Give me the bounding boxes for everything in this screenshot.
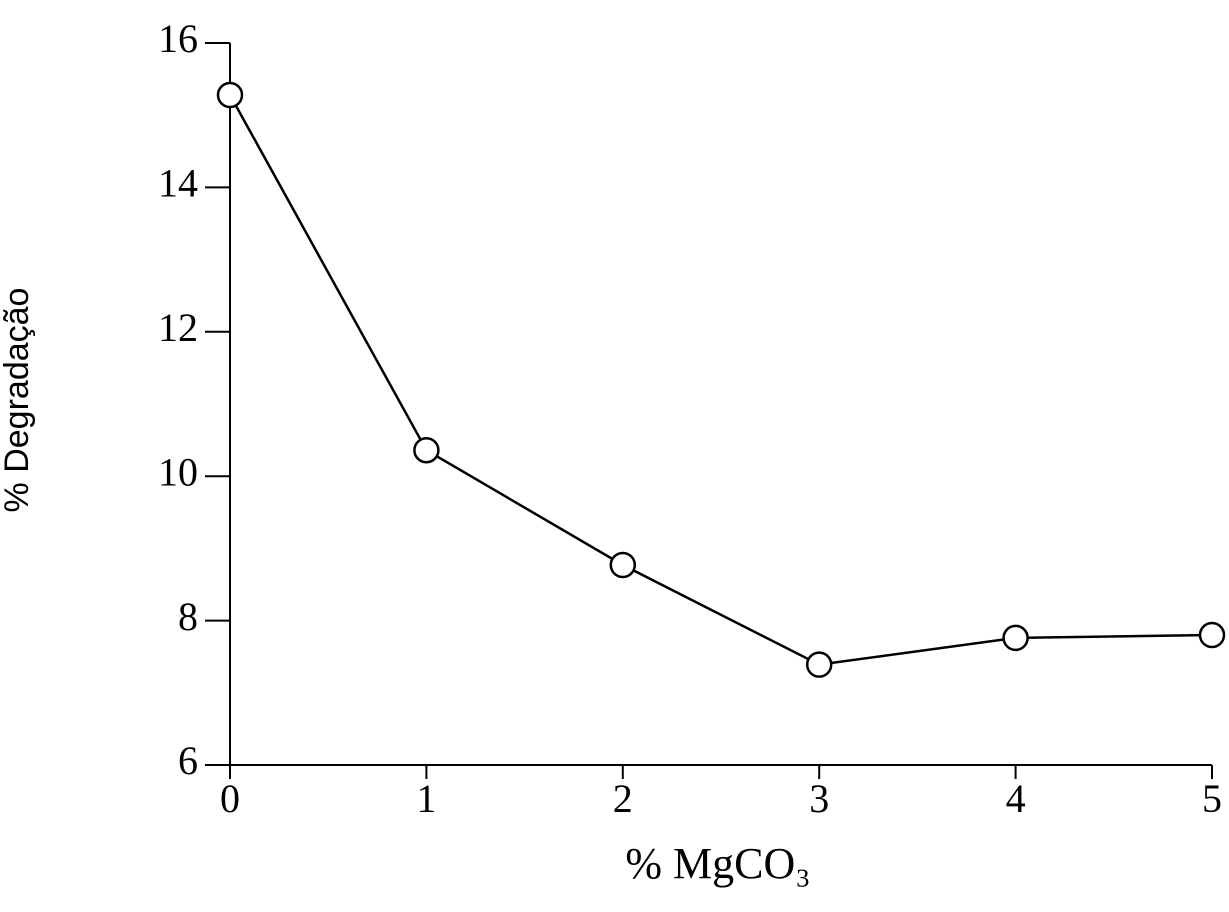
y-tick-label: 16	[158, 16, 198, 61]
y-tick-label: 12	[158, 305, 198, 350]
data-point	[218, 83, 242, 107]
data-point	[611, 553, 635, 577]
x-tick-label: 2	[613, 776, 633, 821]
x-tick-label: 3	[809, 776, 829, 821]
data-line	[230, 95, 1212, 665]
x-tick-label: 4	[1006, 776, 1026, 821]
data-point	[1200, 623, 1224, 647]
y-axis-label: % Degradação	[0, 288, 36, 513]
y-tick-label: 10	[158, 449, 198, 494]
y-tick-label: 14	[158, 161, 198, 206]
data-point	[1004, 626, 1028, 650]
data-point	[807, 653, 831, 677]
x-axis-label: % MgCO₃	[625, 839, 810, 888]
data-point	[414, 438, 438, 462]
x-tick-label: 0	[220, 776, 240, 821]
y-tick-label: 8	[178, 594, 198, 639]
x-tick-label: 1	[416, 776, 436, 821]
x-tick-label: 5	[1202, 776, 1222, 821]
y-tick-label: 6	[178, 738, 198, 783]
